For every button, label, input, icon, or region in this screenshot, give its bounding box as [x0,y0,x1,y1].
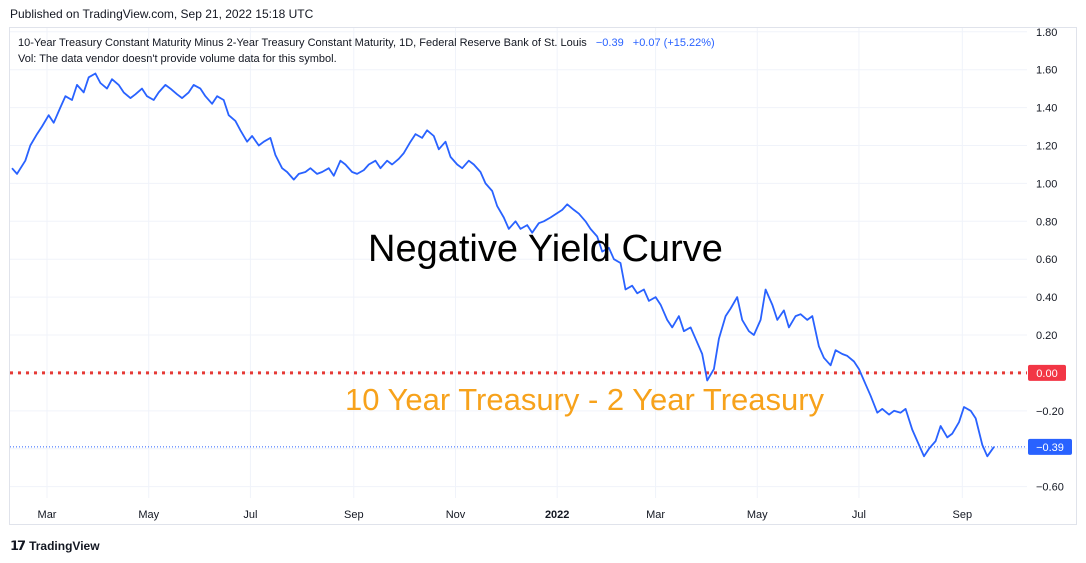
series-layer [11,72,995,458]
x-tick-label: 2022 [545,509,569,521]
tradingview-brand: TradingView [29,539,100,553]
x-tick-label: May [747,509,768,521]
published-caption: Published on TradingView.com, Sep 21, 20… [10,7,314,21]
tradingview-logo[interactable]: 𝟭𝟳 TradingView [10,538,100,554]
last-price-tag [1028,438,1072,455]
chart-frame [9,27,1077,525]
x-tick-label: Sep [344,509,364,521]
zero-price-tag-label: 0.00 [1036,368,1057,380]
grid-lines [10,28,1027,498]
x-tick-label: Mar [38,509,57,521]
y-tick-label: −0.60 [1036,482,1064,494]
x-tick-label: Nov [446,509,466,521]
y-tick-label: −0.20 [1036,406,1064,418]
symbol-description: 10-Year Treasury Constant Maturity Minus… [18,37,587,49]
reference-lines [10,371,1027,448]
x-tick-label: Mar [646,509,665,521]
tradingview-logo-icon: 𝟭𝟳 [10,538,26,553]
legend-last-value: −0.39 [595,37,624,49]
zero-price-tag [1028,364,1066,381]
y-tick-label: 1.40 [1036,103,1057,115]
y-tick-label: 0.80 [1036,216,1057,228]
y-tick-label: 0.60 [1036,254,1057,266]
price-tags: 0.00 −0.39 [1028,364,1072,455]
y-tick-label: 1.80 [1036,27,1057,39]
x-tick-label: Jul [852,509,866,521]
y-tick-label: 1.60 [1036,65,1057,77]
chart-legend: 10-Year Treasury Constant Maturity Minus… [18,35,715,67]
y-tick-label: 1.00 [1036,178,1057,190]
x-tick-label: May [138,509,159,521]
legend-change: +0.07 (+15.22%) [632,37,715,49]
y-tick-label: 1.20 [1036,141,1057,153]
y-tick-label: 0.20 [1036,330,1057,342]
series-line-spread [11,72,995,458]
x-tick-label: Sep [953,509,973,521]
y-tick-label: 0.40 [1036,292,1057,304]
x-axis: Mar May Jul Sep Nov 2022 Mar May Jul Sep [38,509,973,521]
annotation-treasury-spread: 10 Year Treasury - 2 Year Treasury [345,382,825,417]
y-axis: 1.80 1.60 1.40 1.20 1.00 0.80 0.60 0.40 0.20 0.00… [1036,27,1064,494]
annotation-negative-yield-curve: Negative Yield Curve [368,228,723,270]
x-tick-label: Jul [243,509,257,521]
last-price-tag-label: −0.39 [1036,442,1064,454]
volume-note: Vol: The data vendor doesn't provide vol… [18,53,337,65]
